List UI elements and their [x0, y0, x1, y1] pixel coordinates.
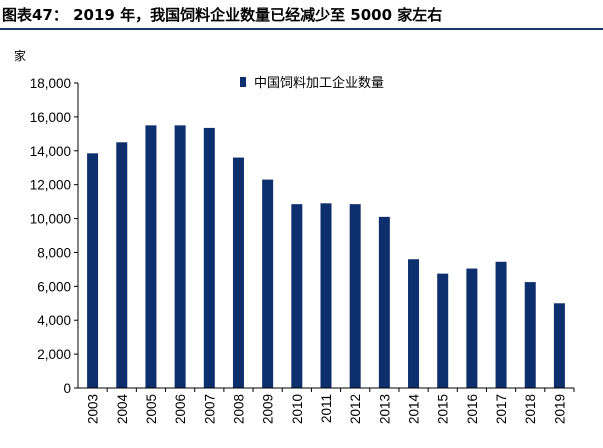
- x-tick-label: 2012: [348, 394, 363, 424]
- bar: [174, 125, 186, 388]
- x-tick-label: 2004: [115, 394, 130, 425]
- x-tick-label: 2005: [144, 394, 159, 424]
- legend: 中国饲料加工企业数量: [240, 75, 384, 91]
- legend-label: 中国饲料加工企业数量: [254, 75, 384, 91]
- bar: [262, 179, 274, 388]
- x-tick-label: 2014: [407, 394, 422, 425]
- bars: [87, 125, 565, 389]
- bar: [203, 127, 215, 389]
- x-tick-label: 2007: [202, 394, 217, 424]
- bar: [349, 204, 361, 388]
- y-tick-label: 6,000: [37, 279, 71, 294]
- x-tick-label: 2009: [261, 394, 276, 424]
- y-tick-label: 16,000: [30, 110, 71, 125]
- bar: [87, 153, 99, 388]
- y-tick-label: 10,000: [30, 212, 71, 227]
- x-axis: 2003 2004 2005 2006 2007 2008 2009 2010 2011 2012…: [78, 387, 575, 425]
- y-axis-unit-label: 家: [14, 48, 26, 63]
- bar: [232, 157, 244, 388]
- x-tick-label: 2006: [173, 394, 188, 424]
- y-tick-label: 14,000: [30, 144, 71, 159]
- y-tick-label: 8,000: [37, 245, 71, 260]
- bar: [291, 204, 303, 388]
- x-tick-label: 2018: [523, 394, 538, 424]
- bar: [495, 261, 507, 388]
- bar: [437, 273, 449, 388]
- x-tick-label: 2003: [86, 394, 101, 424]
- y-tick-label: 18,000: [30, 76, 71, 91]
- bar: [320, 203, 332, 388]
- y-tick-label: 0: [63, 381, 71, 396]
- bar: [408, 259, 420, 388]
- y-tick-label: 2,000: [37, 347, 71, 362]
- bar: [116, 142, 128, 388]
- x-tick-label: 2016: [465, 394, 480, 424]
- page-title: 图表47： 2019 年，我国饲料企业数量已经减少至 5000 家左右: [2, 6, 443, 24]
- legend-swatch: [240, 77, 246, 87]
- y-axis: 0 2,000 4,000 6,000 8,000 10,000 12,000 14,000 1…: [14, 48, 79, 396]
- title-bar: 图表47： 2019 年，我国饲料企业数量已经减少至 5000 家左右: [0, 0, 603, 30]
- title-underline: [0, 28, 603, 30]
- bar: [524, 282, 536, 388]
- bar: [145, 125, 157, 388]
- y-tick-label: 12,000: [30, 178, 71, 193]
- y-tick-label: 4,000: [37, 313, 71, 328]
- bar: [466, 268, 478, 388]
- x-tick-label: 2011: [319, 394, 334, 423]
- x-tick-label: 2013: [377, 394, 392, 424]
- x-tick-label: 2008: [231, 394, 246, 424]
- bar: [378, 216, 390, 388]
- x-tick-label: 2010: [290, 394, 305, 424]
- x-tick-label: 2017: [494, 394, 509, 424]
- x-tick-label: 2019: [552, 394, 567, 424]
- x-tick-label: 2015: [436, 394, 451, 424]
- bar: [553, 303, 565, 388]
